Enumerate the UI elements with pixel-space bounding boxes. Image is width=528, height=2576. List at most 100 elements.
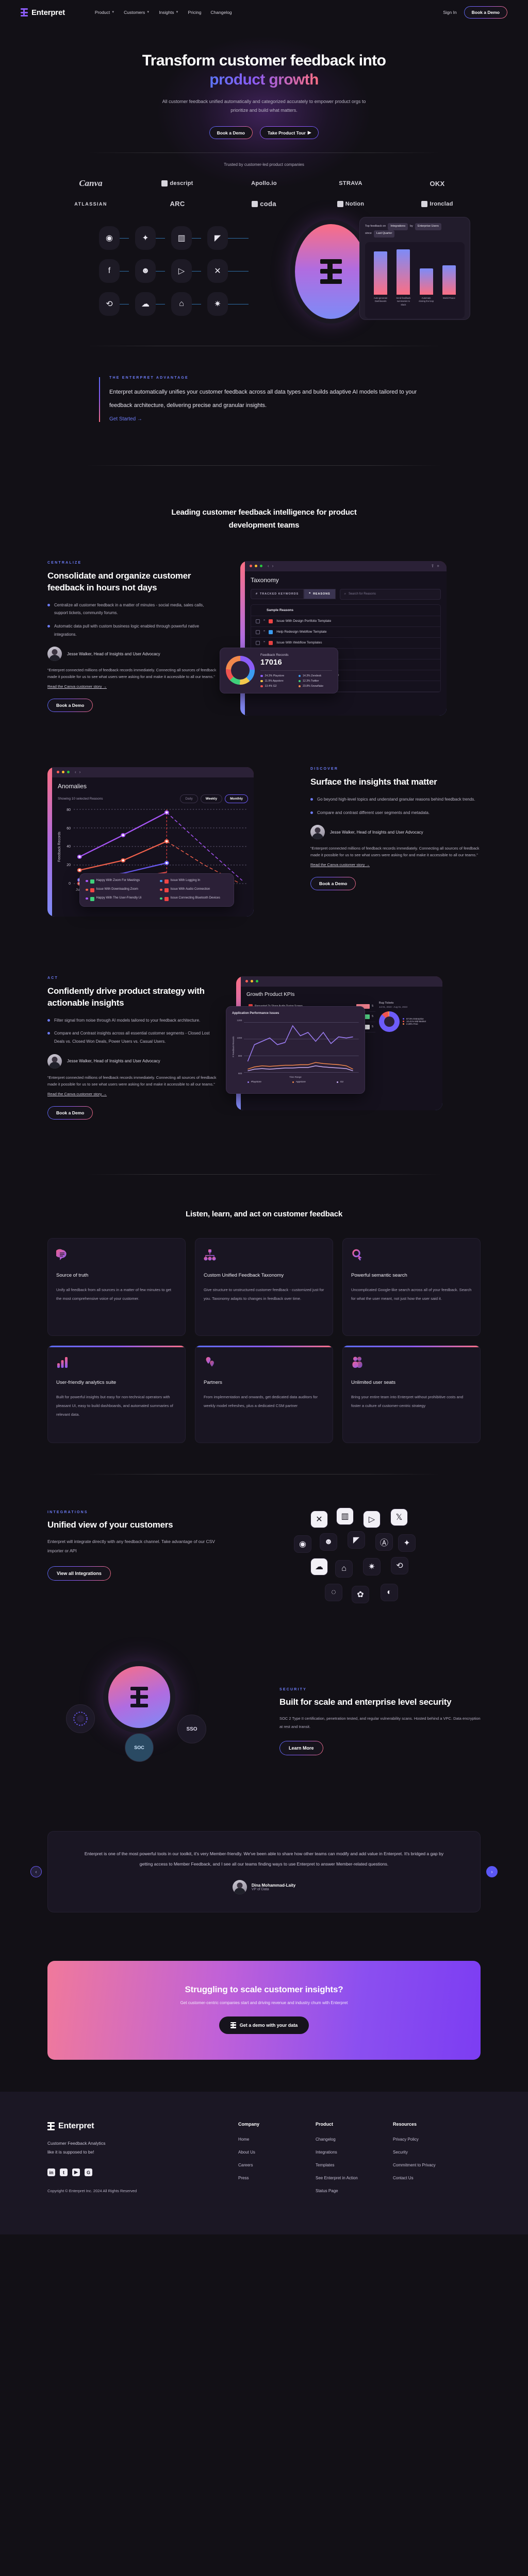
integrations-title: Unified view of your customers [47,1520,173,1530]
footer-link-careers[interactable]: Careers [238,2162,253,2167]
nav-item-customers[interactable]: Customers ▼ [124,10,150,15]
tab-reasons[interactable]: ❞ REASONS [304,589,336,600]
youtube-icon[interactable]: ▶ [72,2168,80,2177]
read-story-link[interactable]: Read the Canva customer story → [310,862,370,868]
maximize-icon[interactable] [67,771,70,774]
linkedin-icon[interactable]: in [47,2168,55,2177]
footer-link-commitment[interactable]: Commitment to Privacy [393,2162,436,2167]
since-select[interactable]: Last Quarter [373,230,395,238]
share-add-icon[interactable]: ⇪+ [431,564,442,569]
query-prefix: Top feedback on [365,225,386,228]
footer-link-contact[interactable]: Contact Us [393,2175,414,2180]
x-icon: 𝕏 [390,1509,408,1527]
feature-title: Consolidate and organize customer feedba… [47,570,191,592]
card-custom-taxonomy: Custom Unified Feedback Taxonomy Give st… [195,1238,333,1336]
footer-link-see-in-action[interactable]: See Enterpret in Action [316,2175,358,2180]
close-icon[interactable] [245,980,248,983]
certification-mark: SSO [186,1726,197,1732]
range-weekly[interactable]: Weekly [200,794,223,803]
divider [86,152,442,154]
testimonial-author: Dina Mohammad-Laity VP of Data [84,1879,444,1894]
maximize-icon[interactable] [256,980,258,983]
row-checkbox[interactable] [256,640,260,645]
testimonial-person: Jesse Walker, Head of Insights and User … [47,1054,218,1069]
read-story-link[interactable]: Read the Canva customer story → [47,1091,107,1096]
get-started-link[interactable]: Get Started → [109,416,142,422]
leading-section: Leading customer feedback intelligence f… [47,466,481,532]
maximize-icon[interactable] [260,565,262,568]
security-learn-more-button[interactable]: Learn More [279,1740,323,1755]
row-checkbox[interactable] [256,619,260,623]
feature-book-demo-button[interactable]: Book a Demo [47,1106,93,1120]
intercom-icon: ▥ [336,1507,354,1526]
logo-strava: STRAVA [339,180,362,187]
bar-chart-icon [57,1357,68,1368]
nav-back-forward-icon[interactable]: ‹› [268,564,277,569]
cta-title: Struggling to scale customer insights? [185,1984,343,1994]
bug-tickets-donut-chart [379,1011,400,1032]
card-body: Bring your entire team into Enterpret wi… [351,1394,464,1408]
range-monthly[interactable]: Monthly [225,794,248,803]
cta-demo-button[interactable]: Get a demo with your data [219,2016,309,2034]
table-row[interactable]: ❞ Issue With Design Portfolio Template [251,616,440,627]
search-input[interactable]: ⌕ Search for Reasons [339,588,441,600]
nav-item-pricing[interactable]: Pricing [188,10,202,15]
carousel-next-button[interactable]: › [486,1866,498,1878]
minimize-icon[interactable] [255,565,257,568]
footer-link-privacy[interactable]: Privacy Policy [393,2137,419,2142]
tab-tracked-keywords[interactable]: # TRACKED KEYWORDS [251,589,304,600]
carousel-prev-button[interactable]: ‹ [30,1866,42,1878]
plot-area [244,1019,359,1075]
page-root: Enterpret Product ▼ Customers ▼ Insights ▼ … [0,0,528,2234]
feature-book-demo-button[interactable]: Book a Demo [310,877,356,891]
read-story-link[interactable]: Read the Canva customer story → [47,684,107,689]
nav-back-forward-icon[interactable]: ‹› [75,770,84,775]
topic-select[interactable]: Integrations [388,223,408,231]
nav-item-product[interactable]: Product ▼ [95,10,114,15]
nav-item-changelog[interactable]: Changelog [210,10,232,15]
minimize-icon[interactable] [251,980,253,983]
close-icon[interactable] [250,565,252,568]
issue-tag-icon [164,888,169,892]
range-daily[interactable]: Daily [180,794,198,803]
view-integrations-button[interactable]: View all Integrations [47,1566,111,1581]
sign-in-link[interactable]: Sign In [443,10,457,15]
book-a-demo-button[interactable]: Book a Demo [464,6,507,19]
ytick: 600 [238,1072,242,1075]
feature-book-demo-button[interactable]: Book a Demo [47,699,93,713]
page-title: Transform customer feedback into product… [0,52,528,89]
footer-link-integrations[interactable]: Integrations [316,2149,337,2155]
legend-swatch [260,680,263,683]
table-row[interactable]: ❞ Help Redesign Webflow Template [251,627,440,638]
hero-book-demo-button[interactable]: Book a Demo [209,126,253,140]
footer-link-security[interactable]: Security [393,2149,408,2155]
divider [86,1174,442,1175]
footer-link-status-page[interactable]: Status Page [316,2188,338,2193]
legend-item: 12.3% Twitter [298,680,333,683]
footer-link-home[interactable]: Home [238,2137,250,2142]
y-axis-label: Feedback Records [58,832,61,862]
close-icon[interactable] [57,771,59,774]
legend-item: 13.4% G2 [260,685,294,688]
segment-select[interactable]: Enterprise Users [415,223,441,231]
ytick: 1200 [237,1019,242,1022]
row-checkbox[interactable] [256,630,260,634]
table-row[interactable]: ❞ Issue With Webflow Templates [251,638,440,649]
hero-product-tour-button[interactable]: Take Product Tour ▶ [259,126,319,140]
users-icon [352,1357,362,1368]
twitter-icon[interactable]: t [60,2168,68,2177]
figma-icon: ◐ [381,1584,398,1602]
g2-icon[interactable]: G [85,2168,92,2177]
demo-bar-chart: Auto-generate Dashboards Send feedback s… [365,242,465,319]
minimize-icon[interactable] [62,771,64,774]
footer-logo[interactable]: Enterpret [47,2122,238,2131]
footer-link-about[interactable]: About Us [238,2149,255,2155]
footer-link-templates[interactable]: Templates [316,2162,335,2167]
nav-item-insights[interactable]: Insights ▼ [159,10,178,15]
footer-link-changelog[interactable]: Changelog [316,2137,336,2142]
footer-link-press[interactable]: Press [238,2175,249,2180]
integration-icon-cloud: ✕ ▥ ▷ 𝕏 ◉ ☻ ◤ Ⓐ ✦ ☁ ⌂ ✷ ⟲ ◌ ✿ ◐ [233,1507,481,1619]
issue-tag-icon [164,896,169,901]
author-role: VP of Data [251,1887,269,1891]
brand-logo[interactable]: Enterpret [21,8,65,17]
